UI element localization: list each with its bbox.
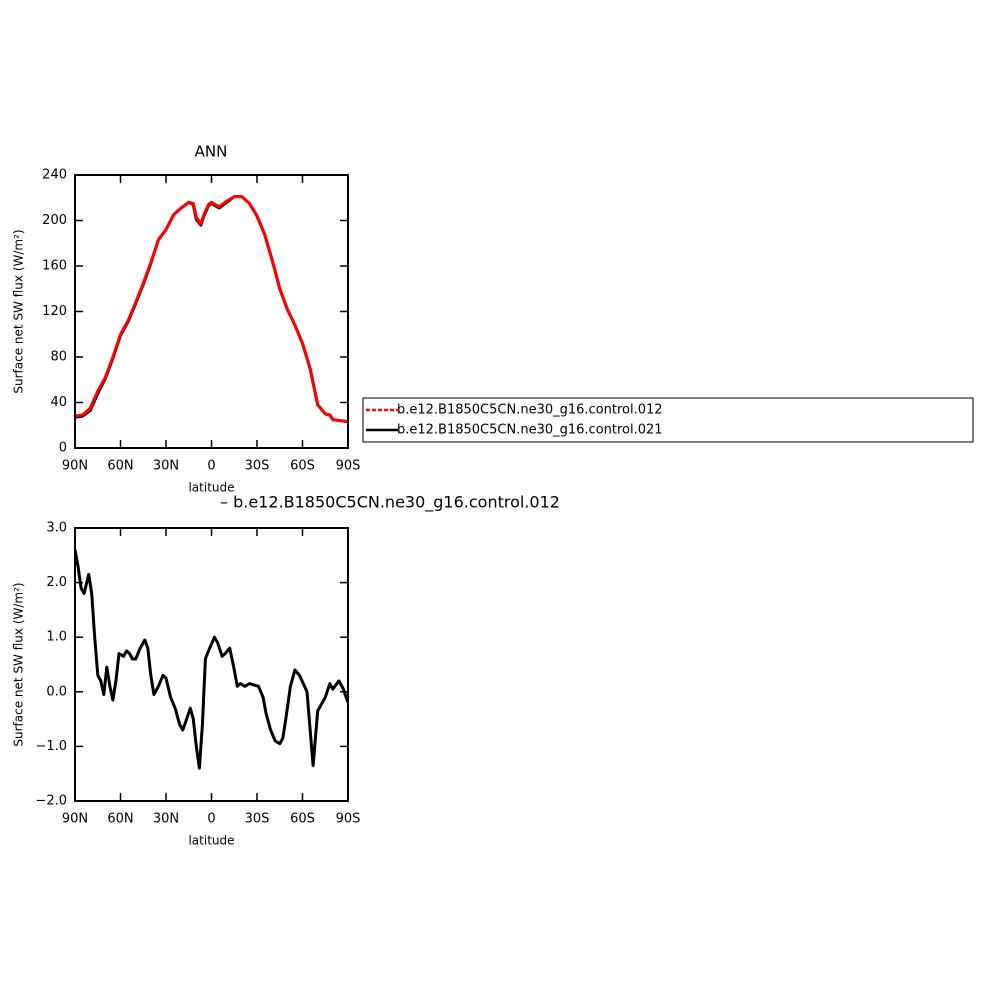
x-tick-label: 60S xyxy=(290,812,315,827)
y-tick-label: 80 xyxy=(50,350,67,365)
y-axis-label: Surface net SW flux (W/m²) xyxy=(12,229,26,393)
y-tick-label: 2.0 xyxy=(46,575,67,590)
x-tick-label: 0 xyxy=(207,459,215,474)
y-tick-label: 40 xyxy=(50,395,67,410)
x-tick-label: 30N xyxy=(153,459,179,474)
x-tick-label: 30S xyxy=(245,812,270,827)
x-tick-label: 30N xyxy=(153,812,179,827)
y-tick-label: 240 xyxy=(42,168,67,183)
chart-title: ANN xyxy=(195,143,228,161)
y-axis-label: Surface net SW flux (W/m²) xyxy=(12,582,26,746)
x-tick-label: 90N xyxy=(62,459,88,474)
legend-box xyxy=(362,397,974,443)
data-line xyxy=(75,549,348,770)
x-tick-label: 90S xyxy=(336,459,361,474)
data-line xyxy=(75,195,348,424)
y-tick-label: 3.0 xyxy=(46,521,67,536)
chart-title: – b.e12.B1850C5CN.ne30_g16.control.012 xyxy=(220,493,560,513)
y-tick-label: 200 xyxy=(42,213,67,228)
x-tick-label: 30S xyxy=(245,459,270,474)
y-tick-label: 0 xyxy=(59,441,67,456)
plot-frame xyxy=(74,527,349,802)
y-tick-label: 0.0 xyxy=(46,684,67,699)
legend-label: b.e12.B1850C5CN.ne30_g16.control.021 xyxy=(397,423,663,438)
y-tick-label: −1.0 xyxy=(35,739,67,754)
legend-label: b.e12.B1850C5CN.ne30_g16.control.012 xyxy=(397,403,663,418)
x-axis-label: latitude xyxy=(188,481,234,495)
data-line xyxy=(75,195,348,424)
x-tick-label: 60N xyxy=(107,459,133,474)
x-axis-label: latitude xyxy=(188,834,234,848)
y-tick-label: 1.0 xyxy=(46,630,67,645)
x-tick-label: 0 xyxy=(207,812,215,827)
x-tick-label: 90S xyxy=(336,812,361,827)
y-tick-label: 120 xyxy=(42,304,67,319)
x-tick-label: 90N xyxy=(62,812,88,827)
y-tick-label: 160 xyxy=(42,259,67,274)
x-tick-label: 60N xyxy=(107,812,133,827)
x-tick-label: 60S xyxy=(290,459,315,474)
plot-frame xyxy=(74,174,349,449)
y-tick-label: −2.0 xyxy=(35,794,67,809)
